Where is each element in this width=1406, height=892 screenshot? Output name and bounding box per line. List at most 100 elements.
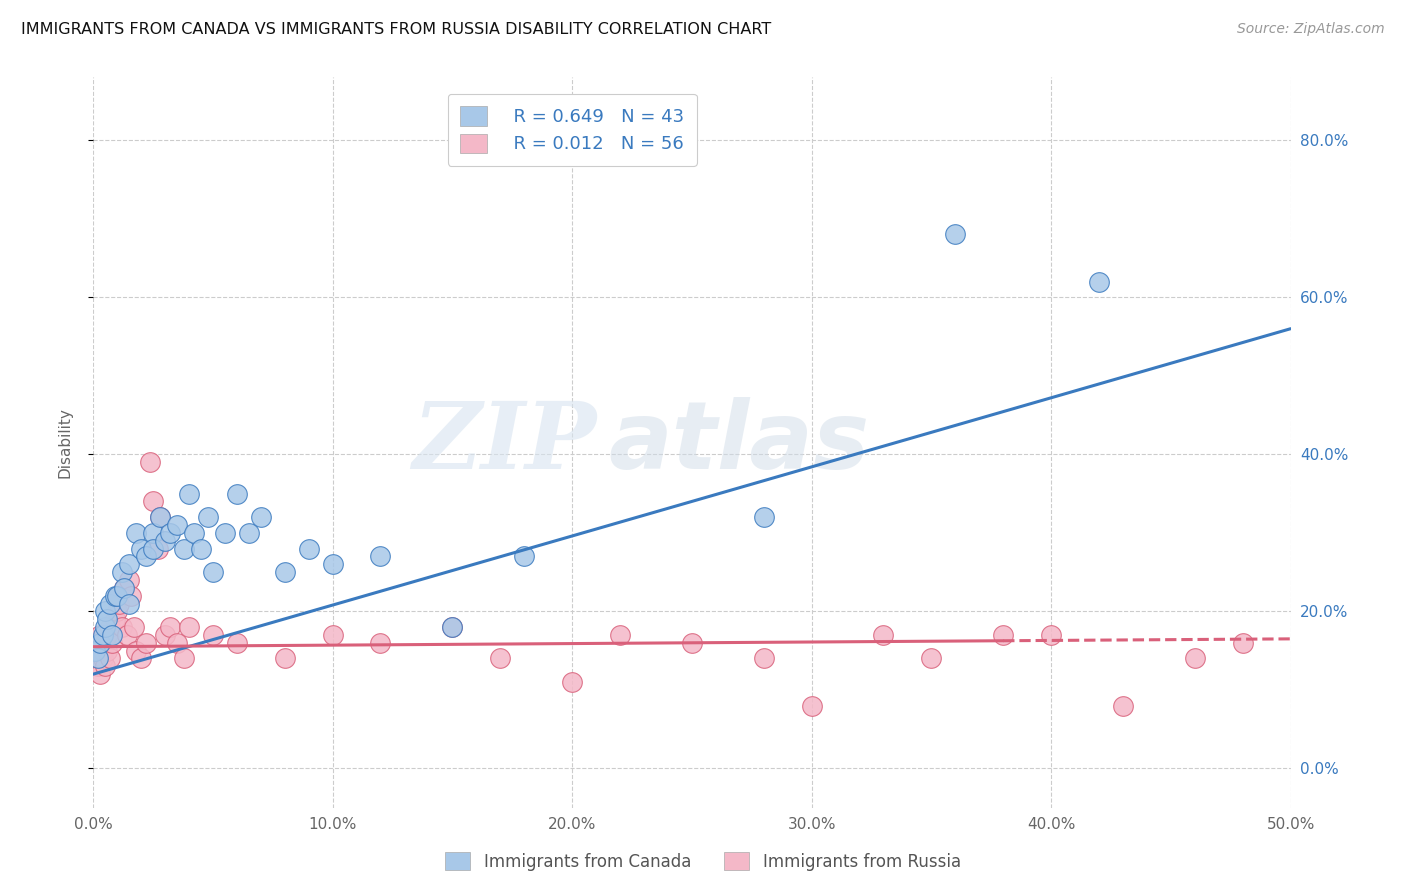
Point (112, 581, 135, 595)
Point (103, 589, 125, 603)
Point (89, 636, 111, 650)
Point (681, 636, 703, 650)
Point (441, 620, 464, 634)
Point (273, 651, 295, 665)
Point (94, 620, 117, 634)
Point (129, 541, 152, 556)
Point (166, 636, 188, 650)
Legend: Immigrants from Canada, Immigrants from Russia: Immigrants from Canada, Immigrants from … (437, 844, 969, 880)
Point (249, 510, 271, 524)
Point (118, 573, 141, 587)
Point (91, 651, 114, 665)
Point (94, 636, 117, 650)
Point (84, 651, 107, 665)
Point (98, 597, 121, 611)
Point (370, 636, 392, 650)
Point (489, 651, 512, 665)
Point (111, 565, 134, 579)
Point (1040, 628, 1063, 642)
Point (441, 620, 464, 634)
Point (197, 510, 219, 524)
Point (159, 525, 181, 540)
Point (87, 651, 110, 665)
Point (112, 581, 135, 595)
Text: ZIP: ZIP (412, 398, 596, 488)
Point (87, 643, 110, 657)
Point (190, 541, 212, 556)
Point (129, 651, 152, 665)
Point (273, 565, 295, 579)
Point (201, 628, 224, 642)
Point (991, 628, 1014, 642)
Point (142, 541, 165, 556)
Point (238, 525, 260, 540)
Point (101, 628, 124, 642)
Point (146, 541, 169, 556)
Point (159, 620, 181, 634)
Point (149, 510, 172, 524)
Point (135, 636, 157, 650)
Point (118, 597, 141, 611)
Point (94, 659, 117, 673)
Point (98, 620, 121, 634)
Point (98, 651, 121, 665)
Point (752, 651, 775, 665)
Point (800, 698, 823, 713)
Point (1088, 275, 1111, 289)
Point (1184, 651, 1206, 665)
Point (120, 589, 142, 603)
Point (183, 525, 205, 540)
Point (201, 565, 224, 579)
Point (91, 643, 114, 657)
Point (84, 636, 107, 650)
Point (297, 541, 319, 556)
Y-axis label: Disability: Disability (58, 407, 72, 478)
Point (943, 227, 966, 242)
Point (89, 667, 111, 681)
Point (142, 525, 165, 540)
Point (153, 533, 176, 548)
Point (752, 510, 775, 524)
Point (89, 628, 111, 642)
Point (84, 643, 107, 657)
Point (214, 525, 236, 540)
Point (103, 612, 125, 626)
Point (177, 486, 200, 500)
Point (173, 541, 195, 556)
Point (96, 643, 118, 657)
Point (135, 549, 157, 564)
Point (111, 620, 134, 634)
Point (561, 675, 583, 690)
Point (96, 612, 118, 626)
Point (920, 651, 942, 665)
Point (125, 525, 148, 540)
Point (609, 628, 631, 642)
Legend:   R = 0.649   N = 43,   R = 0.012   N = 56: R = 0.649 N = 43, R = 0.012 N = 56 (447, 94, 696, 166)
Text: atlas: atlas (607, 397, 869, 489)
Point (322, 628, 344, 642)
Point (91, 628, 114, 642)
Point (142, 494, 165, 508)
Point (96, 628, 118, 642)
Point (125, 643, 148, 657)
Point (94, 604, 117, 618)
Point (370, 549, 392, 564)
Point (225, 486, 247, 500)
Point (149, 510, 172, 524)
Point (118, 558, 141, 572)
Text: Source: ZipAtlas.com: Source: ZipAtlas.com (1237, 22, 1385, 37)
Point (177, 620, 200, 634)
Point (173, 651, 195, 665)
Point (87, 659, 110, 673)
Point (153, 628, 176, 642)
Point (513, 549, 536, 564)
Point (108, 597, 131, 611)
Point (105, 604, 128, 618)
Point (139, 455, 162, 469)
Point (101, 636, 124, 650)
Point (225, 636, 247, 650)
Point (1112, 698, 1135, 713)
Point (1232, 636, 1254, 650)
Text: IMMIGRANTS FROM CANADA VS IMMIGRANTS FROM RUSSIA DISABILITY CORRELATION CHART: IMMIGRANTS FROM CANADA VS IMMIGRANTS FRO… (21, 22, 772, 37)
Point (105, 589, 128, 603)
